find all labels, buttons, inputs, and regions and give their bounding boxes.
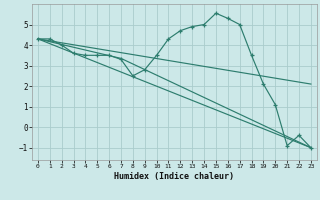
X-axis label: Humidex (Indice chaleur): Humidex (Indice chaleur) xyxy=(115,172,234,181)
